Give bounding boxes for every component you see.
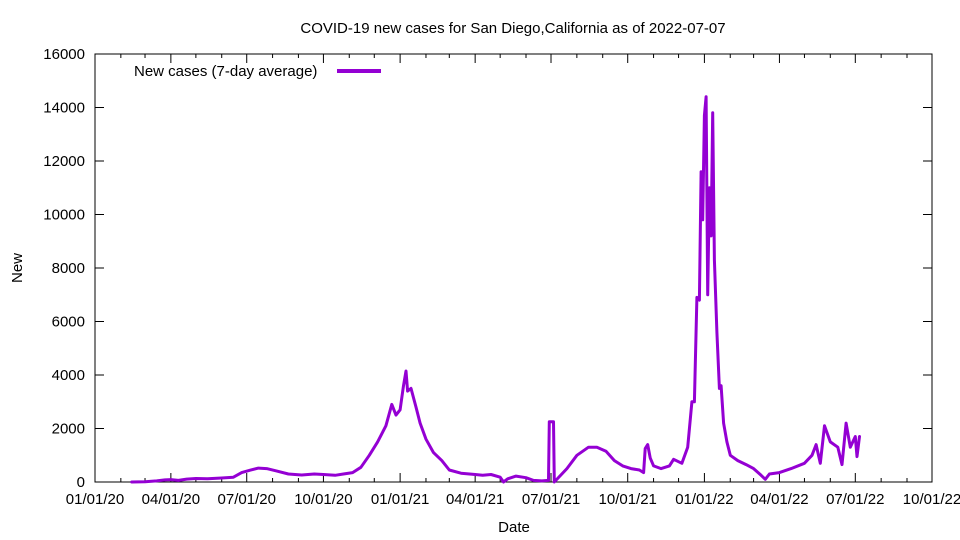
y-tick-label: 8000 (52, 260, 85, 277)
y-tick-label: 6000 (52, 314, 85, 331)
x-tick-label: 04/01/22 (750, 491, 808, 508)
x-tick-label: 04/01/20 (142, 491, 200, 508)
series-line (130, 95, 861, 484)
x-tick-label: 04/01/21 (446, 491, 504, 508)
y-tick-label: 16000 (43, 46, 85, 63)
y-tick-label: 10000 (43, 207, 85, 224)
y-tick-label: 4000 (52, 367, 85, 384)
y-tick-label: 12000 (43, 153, 85, 170)
x-tick-label: 10/01/20 (294, 491, 352, 508)
x-tick-label: 10/01/22 (903, 491, 960, 508)
legend-label: New cases (7-day average) (134, 63, 317, 80)
legend: New cases (7-day average) (134, 63, 381, 80)
chart-title: COVID-19 new cases for San Diego,Califor… (300, 20, 725, 37)
x-tick-label: 07/01/22 (826, 491, 884, 508)
y-tick-label: 14000 (43, 100, 85, 117)
x-tick-label: 01/01/21 (371, 491, 429, 508)
x-tick-label: 07/01/20 (218, 491, 276, 508)
x-tick-label: 07/01/21 (522, 491, 580, 508)
x-tick-label: 01/01/22 (675, 491, 733, 508)
x-tick-label: 10/01/21 (599, 491, 657, 508)
axis-ticks: 0 2000 4000 6000 8000 10000 12000 14000 16000 01/… (43, 46, 960, 508)
y-axis-label: New (9, 253, 26, 283)
x-tick-label: 01/01/20 (66, 491, 124, 508)
x-axis-label: Date (498, 519, 530, 536)
plot-frame (94, 53, 933, 483)
y-tick-label: 0 (77, 474, 85, 491)
y-tick-label: 2000 (52, 421, 85, 438)
